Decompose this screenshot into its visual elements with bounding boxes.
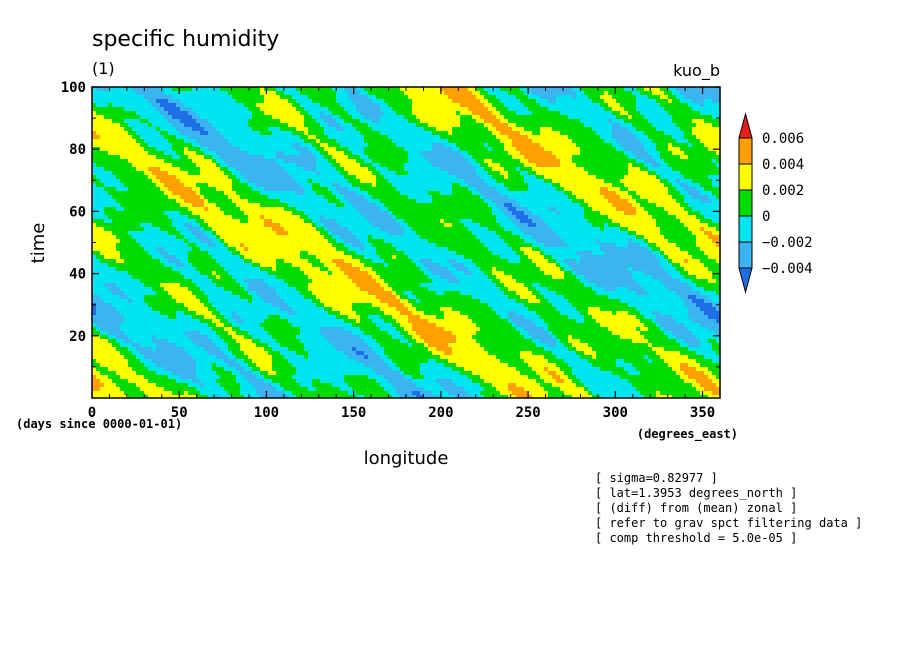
y-tick-label: 20 — [69, 329, 86, 345]
y-axis: 20 40 60 80 100 — [61, 80, 720, 368]
x-axis: 0 50 100 150 200 250 300 350 — [88, 87, 715, 421]
x-tick-label: 150 — [341, 405, 366, 421]
colorbar-label: 0.004 — [762, 157, 804, 173]
annotations: [ sigma=0.82977 ][ lat=1.3953 degrees_no… — [595, 471, 862, 545]
colorbar-swatch — [738, 241, 753, 269]
x-axis-label: longitude — [364, 448, 449, 469]
x-tick-label: 0 — [88, 405, 96, 421]
y-axis-label: time — [28, 223, 49, 264]
x-tick-label: 100 — [254, 405, 279, 421]
y-tick-label: 40 — [69, 267, 86, 283]
colorbar-label: −0.004 — [762, 261, 813, 277]
x-tick-label: 350 — [690, 405, 715, 421]
y-tick-label: 80 — [69, 142, 86, 158]
plot-area — [92, 87, 720, 398]
x-tick-label: 300 — [603, 405, 628, 421]
chart-title: specific humidity — [92, 27, 279, 52]
colorbar-label: 0.006 — [762, 131, 804, 147]
annotation-line: [ lat=1.3953 degrees_north ] — [595, 486, 797, 500]
annotation-line: [ sigma=0.82977 ] — [595, 471, 718, 485]
colorbar-swatch — [738, 189, 753, 217]
annotation-line: [ (diff) from (mean) zonal ] — [595, 501, 797, 515]
colorbar-max-triangle — [738, 112, 753, 139]
colorbar-label: 0.002 — [762, 183, 804, 199]
x-tick-label: 50 — [171, 405, 188, 421]
x-tick-label: 250 — [515, 405, 540, 421]
x-tick-label: 200 — [428, 405, 453, 421]
colorbar-min-triangle — [738, 267, 753, 294]
colorbar-swatch — [738, 137, 753, 165]
x-units-label: (degrees_east) — [637, 427, 738, 442]
y-tick-label: 60 — [69, 204, 86, 220]
colorbar-label: −0.002 — [762, 235, 813, 251]
chart-subtitle: (1) — [92, 59, 115, 78]
colorbar-swatch — [738, 163, 753, 191]
y-tick-label: 100 — [61, 80, 86, 96]
colorbar-label: 0 — [762, 209, 770, 225]
colorbar: 0.006 0.004 0.002 0 −0.002 −0.004 — [738, 112, 813, 294]
experiment-label: kuo_b — [673, 61, 720, 81]
annotation-line: [ comp threshold = 5.0e-05 ] — [595, 531, 797, 545]
y-units-label: (days since 0000-01-01) — [16, 417, 182, 431]
colorbar-swatch — [738, 215, 753, 243]
annotation-line: [ refer to grav spct filtering data ] — [595, 516, 862, 530]
